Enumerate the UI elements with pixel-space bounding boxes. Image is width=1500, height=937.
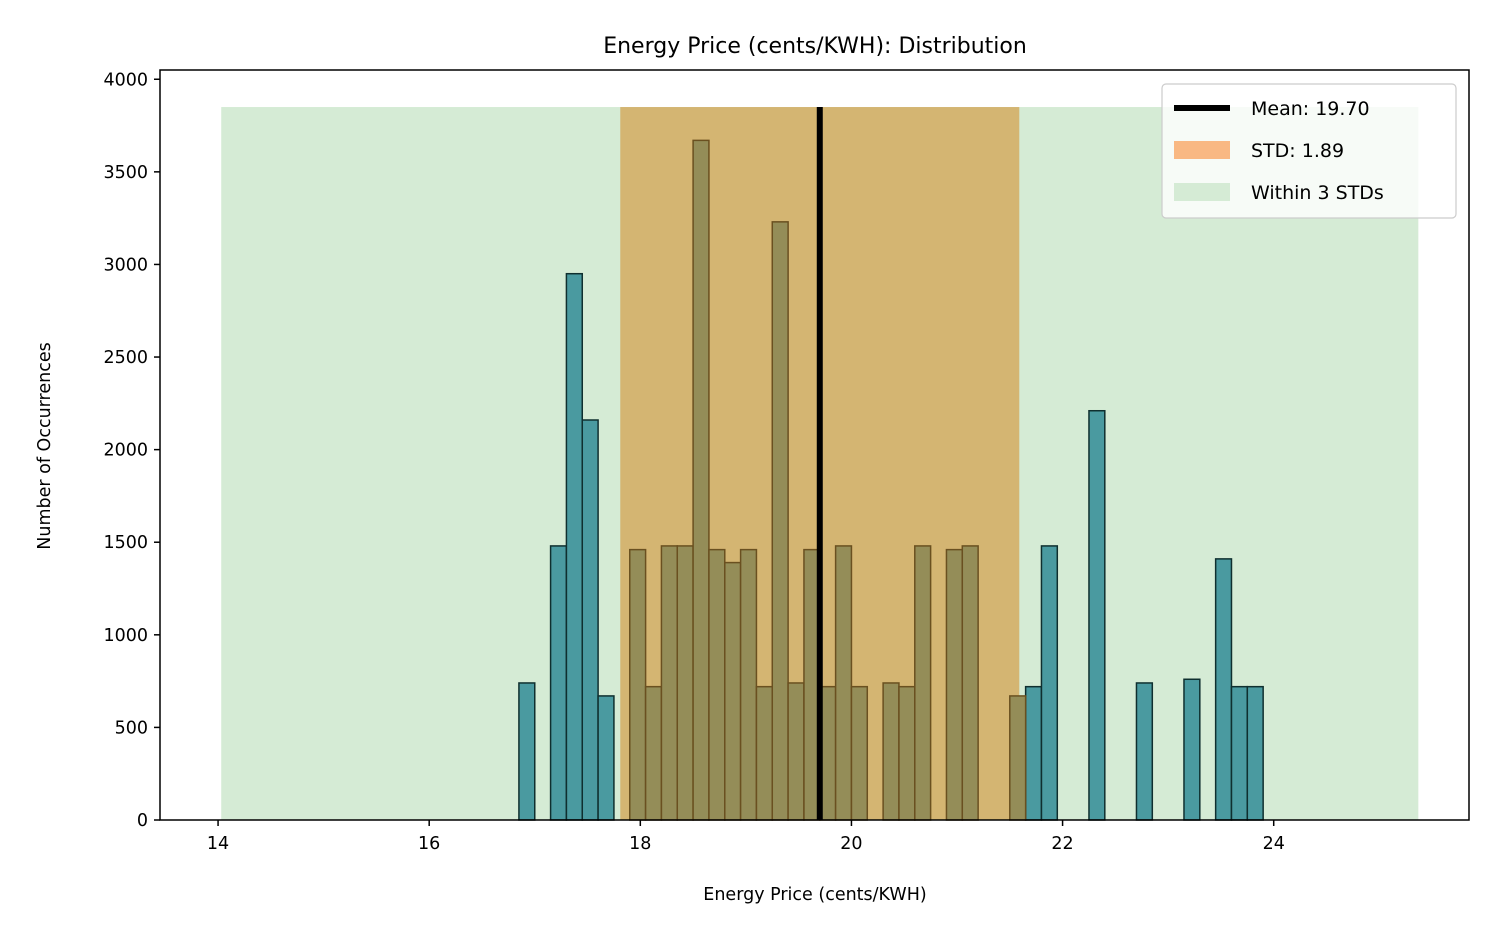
histogram-bar — [692, 139, 710, 821]
y-tick-label: 1500 — [103, 533, 148, 553]
x-tick-label: 14 — [207, 834, 229, 854]
axes: 14 16 18 20 22 24 0 500 1000 1500 2000 2500 3000 3500… — [103, 69, 1470, 854]
histogram-bar — [1135, 682, 1154, 821]
x-tick-label: 18 — [629, 834, 651, 854]
histogram-bar — [597, 695, 615, 821]
y-tick-label: 4000 — [103, 70, 148, 90]
histogram-bar — [629, 548, 647, 821]
histogram-bar — [787, 682, 805, 821]
histogram-bar — [834, 545, 853, 821]
y-tick-label: 2500 — [103, 348, 148, 368]
legend-swatch-patch — [1174, 141, 1230, 159]
histogram-bar — [565, 272, 584, 821]
x-tick-label: 16 — [418, 834, 440, 854]
x-tick-label: 24 — [1263, 834, 1285, 854]
legend-label: Mean: 19.70 — [1251, 98, 1370, 120]
histogram-bar — [1230, 685, 1249, 821]
y-tick-label: 1000 — [103, 626, 148, 646]
y-tick-label: 2000 — [103, 441, 148, 461]
histogram-bar — [961, 545, 979, 821]
chart-title: Energy Price (cents/KWH): Distribution — [603, 34, 1027, 59]
histogram-bar — [739, 548, 758, 821]
histogram-bar — [1040, 545, 1059, 821]
histogram-bar — [850, 685, 869, 821]
plot-area — [221, 107, 1419, 821]
x-tick-label: 20 — [840, 834, 862, 854]
legend-label: STD: 1.89 — [1251, 140, 1344, 162]
plot-frame — [159, 69, 1470, 821]
histogram-bar — [771, 221, 789, 821]
histogram-bar — [581, 419, 599, 821]
histogram-bar — [1088, 409, 1106, 821]
y-tick-label: 0 — [137, 811, 148, 831]
y-tick-label: 3500 — [103, 163, 148, 183]
y-axis-label: Number of Occurrences — [35, 342, 55, 549]
histogram-bar — [518, 682, 536, 821]
histogram-bar — [676, 545, 694, 821]
x-tick-label: 22 — [1051, 834, 1073, 854]
histogram-bar — [1024, 685, 1043, 821]
histogram-bar — [644, 685, 663, 821]
legend: Mean: 19.70 STD: 1.89 Within 3 STDs — [1161, 83, 1457, 219]
histogram-bar — [708, 548, 726, 821]
histogram-bar — [755, 685, 774, 821]
legend-swatch-patch — [1174, 183, 1230, 201]
legend-label: Within 3 STDs — [1251, 182, 1384, 204]
histogram-bar — [1214, 558, 1233, 821]
histogram-bar — [882, 682, 900, 821]
legend-box — [1161, 83, 1457, 219]
histogram-bar — [724, 561, 742, 821]
histogram-bar — [549, 545, 568, 821]
y-tick-label: 3000 — [103, 255, 148, 275]
histogram-bar — [1183, 678, 1201, 821]
y-tick-label: 500 — [115, 718, 148, 738]
x-axis-label: Energy Price (cents/KWH) — [703, 885, 926, 905]
histogram-bar — [898, 685, 916, 821]
histogram-bar — [660, 545, 679, 821]
histogram-bar — [1009, 695, 1027, 821]
histogram-bar — [1246, 685, 1264, 821]
histogram-bar — [914, 545, 932, 821]
histogram-bar — [945, 548, 964, 821]
